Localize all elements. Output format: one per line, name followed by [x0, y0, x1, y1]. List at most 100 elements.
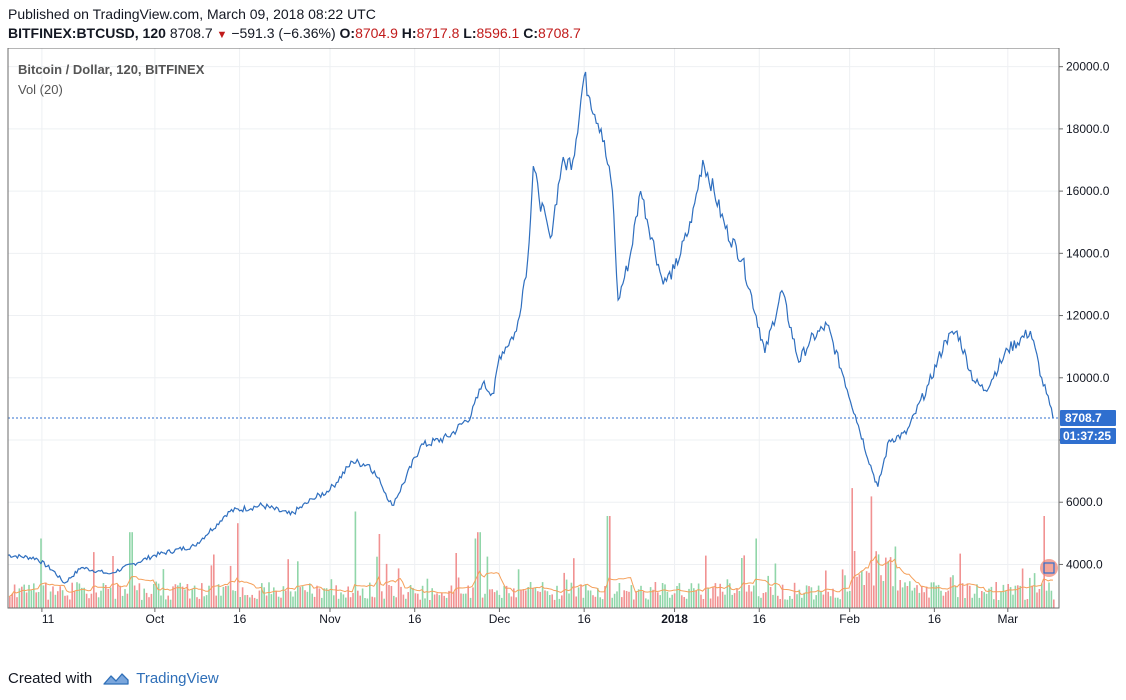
volume-bar [381, 591, 383, 608]
chart-title: Bitcoin / Dollar, 120, BITFINEX [18, 62, 205, 77]
price-chart[interactable]: 4000.06000.08000.010000.012000.014000.01… [0, 48, 1126, 668]
quote-line: BITFINEX:BTCUSD, 120 8708.7 ▼ −591.3 (−6… [8, 25, 581, 41]
volume-bar [721, 591, 724, 608]
volume-bar [9, 596, 11, 608]
volume-bar [184, 589, 186, 608]
volume-bar [340, 592, 342, 608]
volume-bar [337, 598, 340, 608]
volume-bar [76, 582, 78, 608]
volume-bar [225, 586, 227, 608]
tradingview-logo-icon[interactable] [102, 671, 130, 687]
volume-bar [690, 583, 693, 608]
volume-bar [997, 600, 1000, 608]
volume-bar [388, 585, 390, 608]
volume-bar [1021, 568, 1024, 608]
volume-bar [429, 600, 431, 608]
volume-bar [760, 597, 762, 608]
volume-bar [239, 597, 241, 608]
tradingview-link[interactable]: TradingView [136, 670, 219, 687]
footer: Created with TradingView [8, 670, 219, 687]
volume-bar [472, 587, 474, 608]
volume-bar [289, 591, 292, 608]
volume-bar [556, 585, 558, 608]
volume-bar [633, 599, 635, 608]
volume-bar [486, 556, 489, 608]
volume-bar [827, 591, 829, 608]
volume-bar [354, 511, 357, 608]
x-axis: 11 Oct 16 Nov 16 Dec 16 2018 16 Feb 16 Mar [41, 608, 1018, 626]
volume-bar [681, 595, 683, 608]
volume-bar [153, 584, 155, 608]
volume-bar [561, 595, 563, 608]
x-tick-label: 2018 [661, 612, 688, 626]
volume-bars [9, 488, 1055, 608]
volume-bar [909, 581, 911, 608]
volume-bar [30, 590, 33, 608]
volume-bar [1019, 585, 1021, 608]
volume-bar [1002, 584, 1005, 608]
volume-bar [585, 584, 587, 608]
volume-bar [609, 516, 611, 608]
volume-bar [525, 590, 527, 608]
volume-bar [935, 585, 937, 608]
volume-bar [985, 593, 988, 608]
volume-bar [594, 596, 597, 608]
volume-bar [642, 591, 645, 608]
volume-bar [37, 592, 40, 608]
volume-bar [983, 592, 985, 608]
volume-bar [1024, 599, 1026, 608]
volume-bar [121, 595, 124, 608]
volume-bar [803, 592, 805, 608]
volume-bar [897, 590, 899, 608]
volume-bar [868, 572, 870, 608]
volume-bar [467, 585, 469, 608]
volume-bar [328, 590, 330, 608]
volume-bar [457, 577, 460, 608]
volume-bar [249, 597, 251, 608]
volume-bar [577, 587, 580, 608]
volume-bar [688, 588, 690, 608]
volume-bar [90, 593, 93, 608]
volume-bar [544, 590, 546, 608]
volume-bar [306, 591, 309, 608]
last-price: 8708.7 [169, 25, 213, 41]
volume-bar [419, 599, 421, 608]
volume-bar [707, 588, 709, 608]
volume-bar [964, 598, 966, 608]
volume-bar [21, 586, 23, 608]
volume-bar [73, 591, 76, 608]
volume-bar [301, 586, 304, 608]
volume-bar [253, 597, 256, 608]
volume-bar [69, 599, 71, 608]
flag-icon[interactable] [1040, 559, 1058, 577]
volume-bar [244, 595, 246, 608]
volume-bar [133, 585, 136, 608]
close-value: 8708.7 [538, 25, 581, 41]
y-axis: 4000.06000.08000.010000.012000.014000.01… [1059, 60, 1110, 571]
volume-bar [117, 584, 119, 608]
volume-bar [114, 598, 117, 608]
volume-bar [882, 581, 885, 608]
volume-bar [61, 590, 64, 608]
volume-bar [899, 580, 901, 608]
volume-bar [940, 590, 942, 608]
volume-bar [177, 585, 179, 608]
volume-bar [815, 595, 817, 608]
countdown-badge-label: 01:37:25 [1063, 429, 1111, 443]
volume-bar [333, 595, 335, 608]
volume-bar [179, 582, 181, 608]
volume-bar [141, 599, 143, 608]
volume-bar [582, 597, 585, 608]
volume-bar [342, 594, 345, 608]
volume-bar [712, 587, 714, 608]
volume-bar [81, 587, 83, 608]
volume-bar [294, 591, 297, 608]
volume-bar [220, 595, 222, 608]
volume-bar [513, 588, 515, 608]
volume-bar [966, 583, 969, 608]
volume-bar [385, 563, 388, 608]
volume-bar [539, 591, 541, 608]
last-price-badge: 8708.7 [1060, 409, 1116, 426]
volume-bar [85, 593, 88, 608]
volume-bar [304, 590, 306, 608]
